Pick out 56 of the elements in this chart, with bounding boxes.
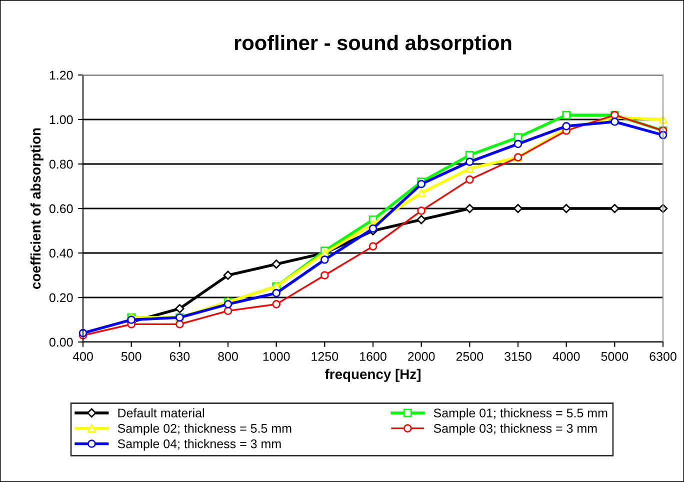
x-tick-label: 1000	[263, 352, 290, 361]
legend-label: Sample 04; thickness = 3 mm	[118, 439, 281, 451]
x-tick-label: 2000	[408, 352, 435, 361]
point	[562, 204, 571, 214]
point	[417, 188, 426, 198]
x-tick-label: 4000	[552, 352, 580, 361]
point	[224, 306, 232, 316]
point	[175, 304, 184, 314]
y-tick-label: 0.60	[49, 204, 73, 214]
chart-title: roofliner - sound absorption	[234, 34, 512, 54]
point	[610, 204, 620, 214]
x-tick-label: 5000	[601, 352, 628, 361]
point	[320, 256, 329, 264]
point	[272, 300, 280, 308]
x-tick-label: 6300	[650, 352, 676, 361]
legend-label: Sample 03; thickness = 3 mm	[434, 424, 597, 436]
y-tick-label: 1.20	[50, 70, 73, 80]
point	[272, 288, 280, 298]
point	[127, 316, 136, 324]
point	[417, 180, 426, 188]
x-tick-label: 500	[121, 352, 142, 361]
point	[465, 204, 474, 214]
point	[514, 140, 522, 148]
y-axis-title: coefficient of absorption	[30, 128, 44, 289]
point	[466, 150, 474, 160]
y-tick-label: 0.40	[49, 248, 73, 258]
legend-label: Sample 02; thickness = 5.5 mm	[118, 424, 292, 436]
point	[513, 204, 523, 214]
point	[223, 270, 233, 280]
legend-label: Sample 01; thickness = 5.5 mm	[434, 408, 608, 420]
point	[368, 224, 378, 233]
point	[320, 271, 329, 280]
x-tick-label: 800	[218, 352, 238, 361]
point	[610, 118, 619, 126]
x-tick-label: 1600	[360, 352, 386, 361]
point	[466, 175, 474, 184]
x-tick-label: 3150	[504, 352, 532, 361]
y-tick-label: 0.00	[49, 338, 73, 347]
x-axis-title: frequency [Hz]	[325, 368, 420, 382]
point	[368, 242, 378, 250]
y-tick-label: 0.20	[49, 293, 73, 302]
point	[416, 215, 426, 224]
x-tick-label: 1250	[312, 352, 338, 361]
legend-label: Default material	[118, 408, 204, 418]
point	[176, 320, 184, 328]
x-tick-label: 2500	[456, 352, 484, 361]
point	[224, 300, 232, 308]
x-tick-label: 400	[72, 352, 93, 361]
point	[417, 206, 426, 215]
y-tick-label: 0.80	[49, 160, 73, 169]
point	[562, 110, 570, 120]
point	[272, 260, 281, 269]
point	[466, 158, 474, 166]
point	[562, 122, 570, 130]
y-tick-label: 1.00	[50, 115, 73, 124]
x-tick-label: 630	[170, 352, 190, 361]
